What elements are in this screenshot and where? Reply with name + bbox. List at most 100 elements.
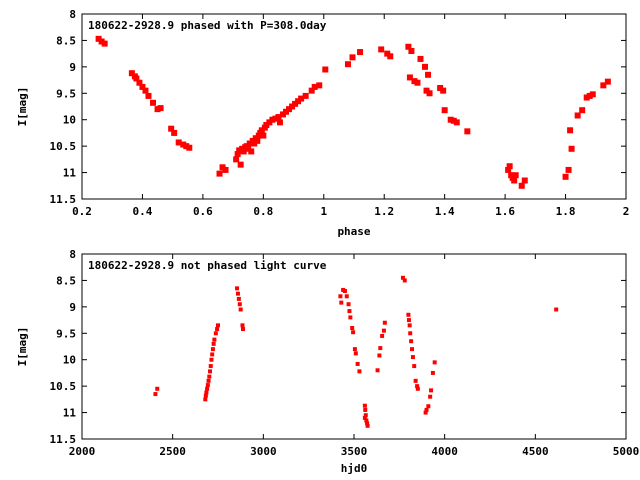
data-point [98,38,105,45]
data-point [101,40,108,47]
data-point [298,95,305,102]
data-point [586,92,593,99]
data-point [207,374,212,379]
data-point [283,108,289,115]
data-series [95,35,611,189]
data-point [424,407,429,412]
x-tick-label: 1 [320,205,327,218]
data-point [441,107,448,114]
data-point [352,347,357,352]
x-tick-label: 2 [623,205,630,218]
y-tick-label: 8 [69,248,76,261]
data-point [423,410,428,415]
data-point [589,91,596,98]
data-point [464,128,471,135]
data-point [415,386,420,391]
data-point [236,296,241,301]
y-tick-label: 8 [69,8,76,21]
data-point [157,105,164,112]
data-point [215,327,220,332]
data-point [145,92,152,99]
data-point [378,46,385,53]
chart-panel-1: 0.2 0.4 0.6 0.8 1 1.2 1.4 1.6 1.8 2 8 8.5 9 9.5 10 10.5… [16,8,629,238]
data-point [521,177,528,184]
data-point [568,145,575,152]
data-point [413,378,418,383]
data-point [142,87,149,94]
data-point [206,378,211,383]
data-point [311,83,318,90]
data-point [511,177,518,184]
data-point [235,291,240,296]
data-point [505,166,512,173]
data-point [258,127,265,134]
data-point [210,352,215,357]
data-point [175,139,182,146]
data-point [237,161,244,168]
data-point [234,151,241,158]
data-point [205,383,210,388]
data-point [363,407,368,412]
data-point [408,331,413,336]
data-point [357,369,362,374]
data-point [237,302,242,307]
data-point [246,140,253,147]
data-point [292,100,299,107]
x-axis-label: hjd0 [341,462,368,475]
data-point [133,75,140,82]
y-tick-label: 11 [63,167,77,180]
data-point [279,111,286,118]
data-point [136,79,143,86]
data-point [219,164,226,171]
y-tick-label: 9.5 [56,87,76,100]
data-point [437,85,444,91]
data-point [240,148,247,155]
data-point [346,302,351,307]
data-point [382,320,387,325]
data-point [347,309,352,314]
data-point [342,289,347,293]
y-tick-label: 8.5 [56,274,76,287]
data-point [351,330,356,335]
data-point [154,106,161,113]
data-point [322,66,329,73]
data-point [168,125,175,132]
y-tick-label: 11.5 [50,433,77,446]
data-point [128,70,135,77]
data-point [574,112,581,119]
data-point [254,137,261,144]
data-point [213,331,218,336]
data-point [412,364,417,369]
x-tick-label: 1.8 [556,205,576,218]
data-point [338,294,343,299]
data-point [211,341,216,346]
x-tick-label: 3000 [250,445,277,458]
data-point [248,148,255,155]
data-point [275,114,282,121]
data-point [512,172,519,179]
data-point [600,82,607,89]
data-point [562,173,569,180]
data-point [440,87,447,94]
data-point [407,323,412,328]
data-point [362,415,367,420]
data-point [417,55,424,62]
x-tick-label: 0.6 [193,205,213,218]
data-point [432,360,437,365]
data-point [155,386,160,391]
data-point [450,117,457,124]
data-point [150,99,157,106]
data-point [295,98,302,105]
data-point [236,147,243,154]
data-point [210,347,215,352]
y-tick-label: 8.5 [56,34,76,47]
data-point [408,48,415,54]
data-point [276,119,283,126]
data-point [400,275,405,280]
data-point [266,119,273,126]
data-point [153,392,158,397]
data-point [233,156,240,163]
data-point [384,50,391,57]
data-point [238,307,243,312]
